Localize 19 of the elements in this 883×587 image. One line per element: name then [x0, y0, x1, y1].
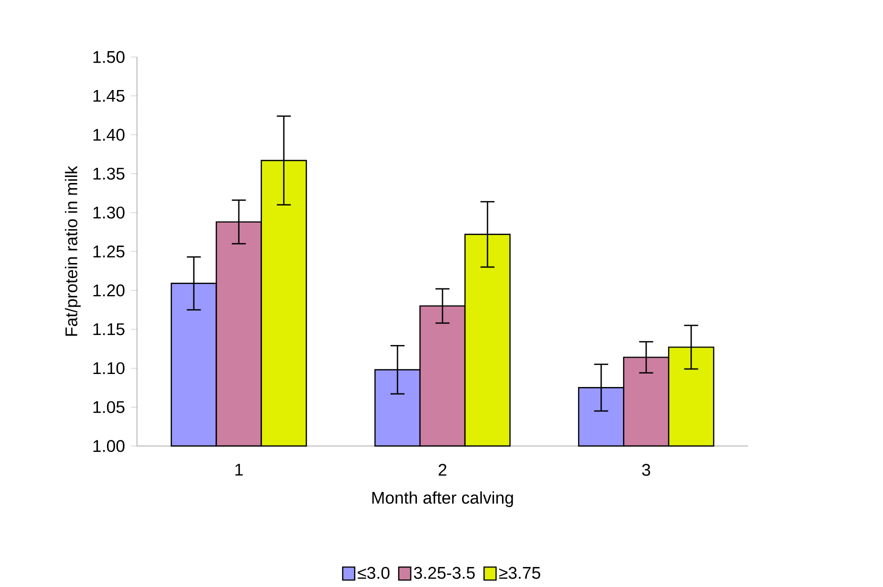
x-tick-label: 2 [438, 464, 446, 476]
y-axis-title: Fat/protein ratio in milk [64, 166, 81, 336]
x-axis-title: Month after calving [372, 491, 513, 508]
x-tick-label: 1 [235, 464, 243, 476]
legend-label: ≤3.0 [358, 566, 390, 579]
y-tick-label: 1.20 [93, 284, 124, 296]
y-tick-label: 1.50 [93, 51, 124, 63]
legend-label: ≥3.75 [499, 566, 540, 579]
y-tick-label: 1.05 [93, 401, 124, 414]
legend-label: 3.25-3.5 [414, 566, 475, 579]
x-tick-label: 3 [642, 464, 650, 476]
y-tick-label: 1.45 [93, 90, 124, 102]
y-tick-label: 1.35 [93, 168, 124, 180]
y-tick-label: 1.30 [93, 206, 124, 219]
y-tick-label: 1.15 [93, 323, 124, 336]
y-tick-label: 1.25 [93, 246, 124, 258]
y-tick-label: 1.00 [93, 440, 124, 452]
y-tick-label: 1.40 [93, 128, 124, 141]
y-tick-label: 1.10 [93, 362, 124, 374]
